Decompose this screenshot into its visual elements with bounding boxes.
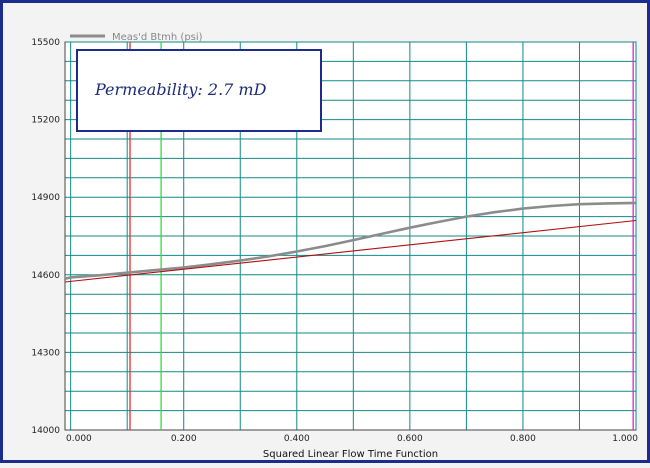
annotation-text: Permeability: 2.7 mD (94, 80, 267, 99)
tick-labels: 14000 14300 14600 14900 15200 15500 0.000 0.200… (31, 38, 638, 444)
series-lines (64, 201, 637, 283)
x-axis-title: Squared Linear Flow Time Function (263, 449, 438, 460)
series-line-fit (64, 219, 637, 283)
y-tick-label: 15200 (31, 116, 60, 126)
annotation-box (76, 49, 322, 132)
x-tick-label: 0.600 (397, 434, 423, 444)
x-tick-label: 0.800 (510, 434, 536, 444)
x-tick-label: 0.200 (171, 434, 197, 444)
y-tick-label: 15500 (31, 38, 60, 48)
y-tick-label: 14300 (31, 348, 60, 358)
series-line-measured-btmh (64, 201, 637, 280)
legend-label: Meas'd Btmh (psi) (112, 32, 203, 43)
x-tick-label: 0.000 (66, 434, 92, 444)
y-tick-label: 14000 (31, 426, 60, 436)
x-tick-label: 0.400 (284, 434, 310, 444)
x-tick-label: 1.000 (612, 434, 638, 444)
y-tick-label: 14900 (31, 193, 60, 203)
y-tick-label: 14600 (31, 271, 60, 281)
